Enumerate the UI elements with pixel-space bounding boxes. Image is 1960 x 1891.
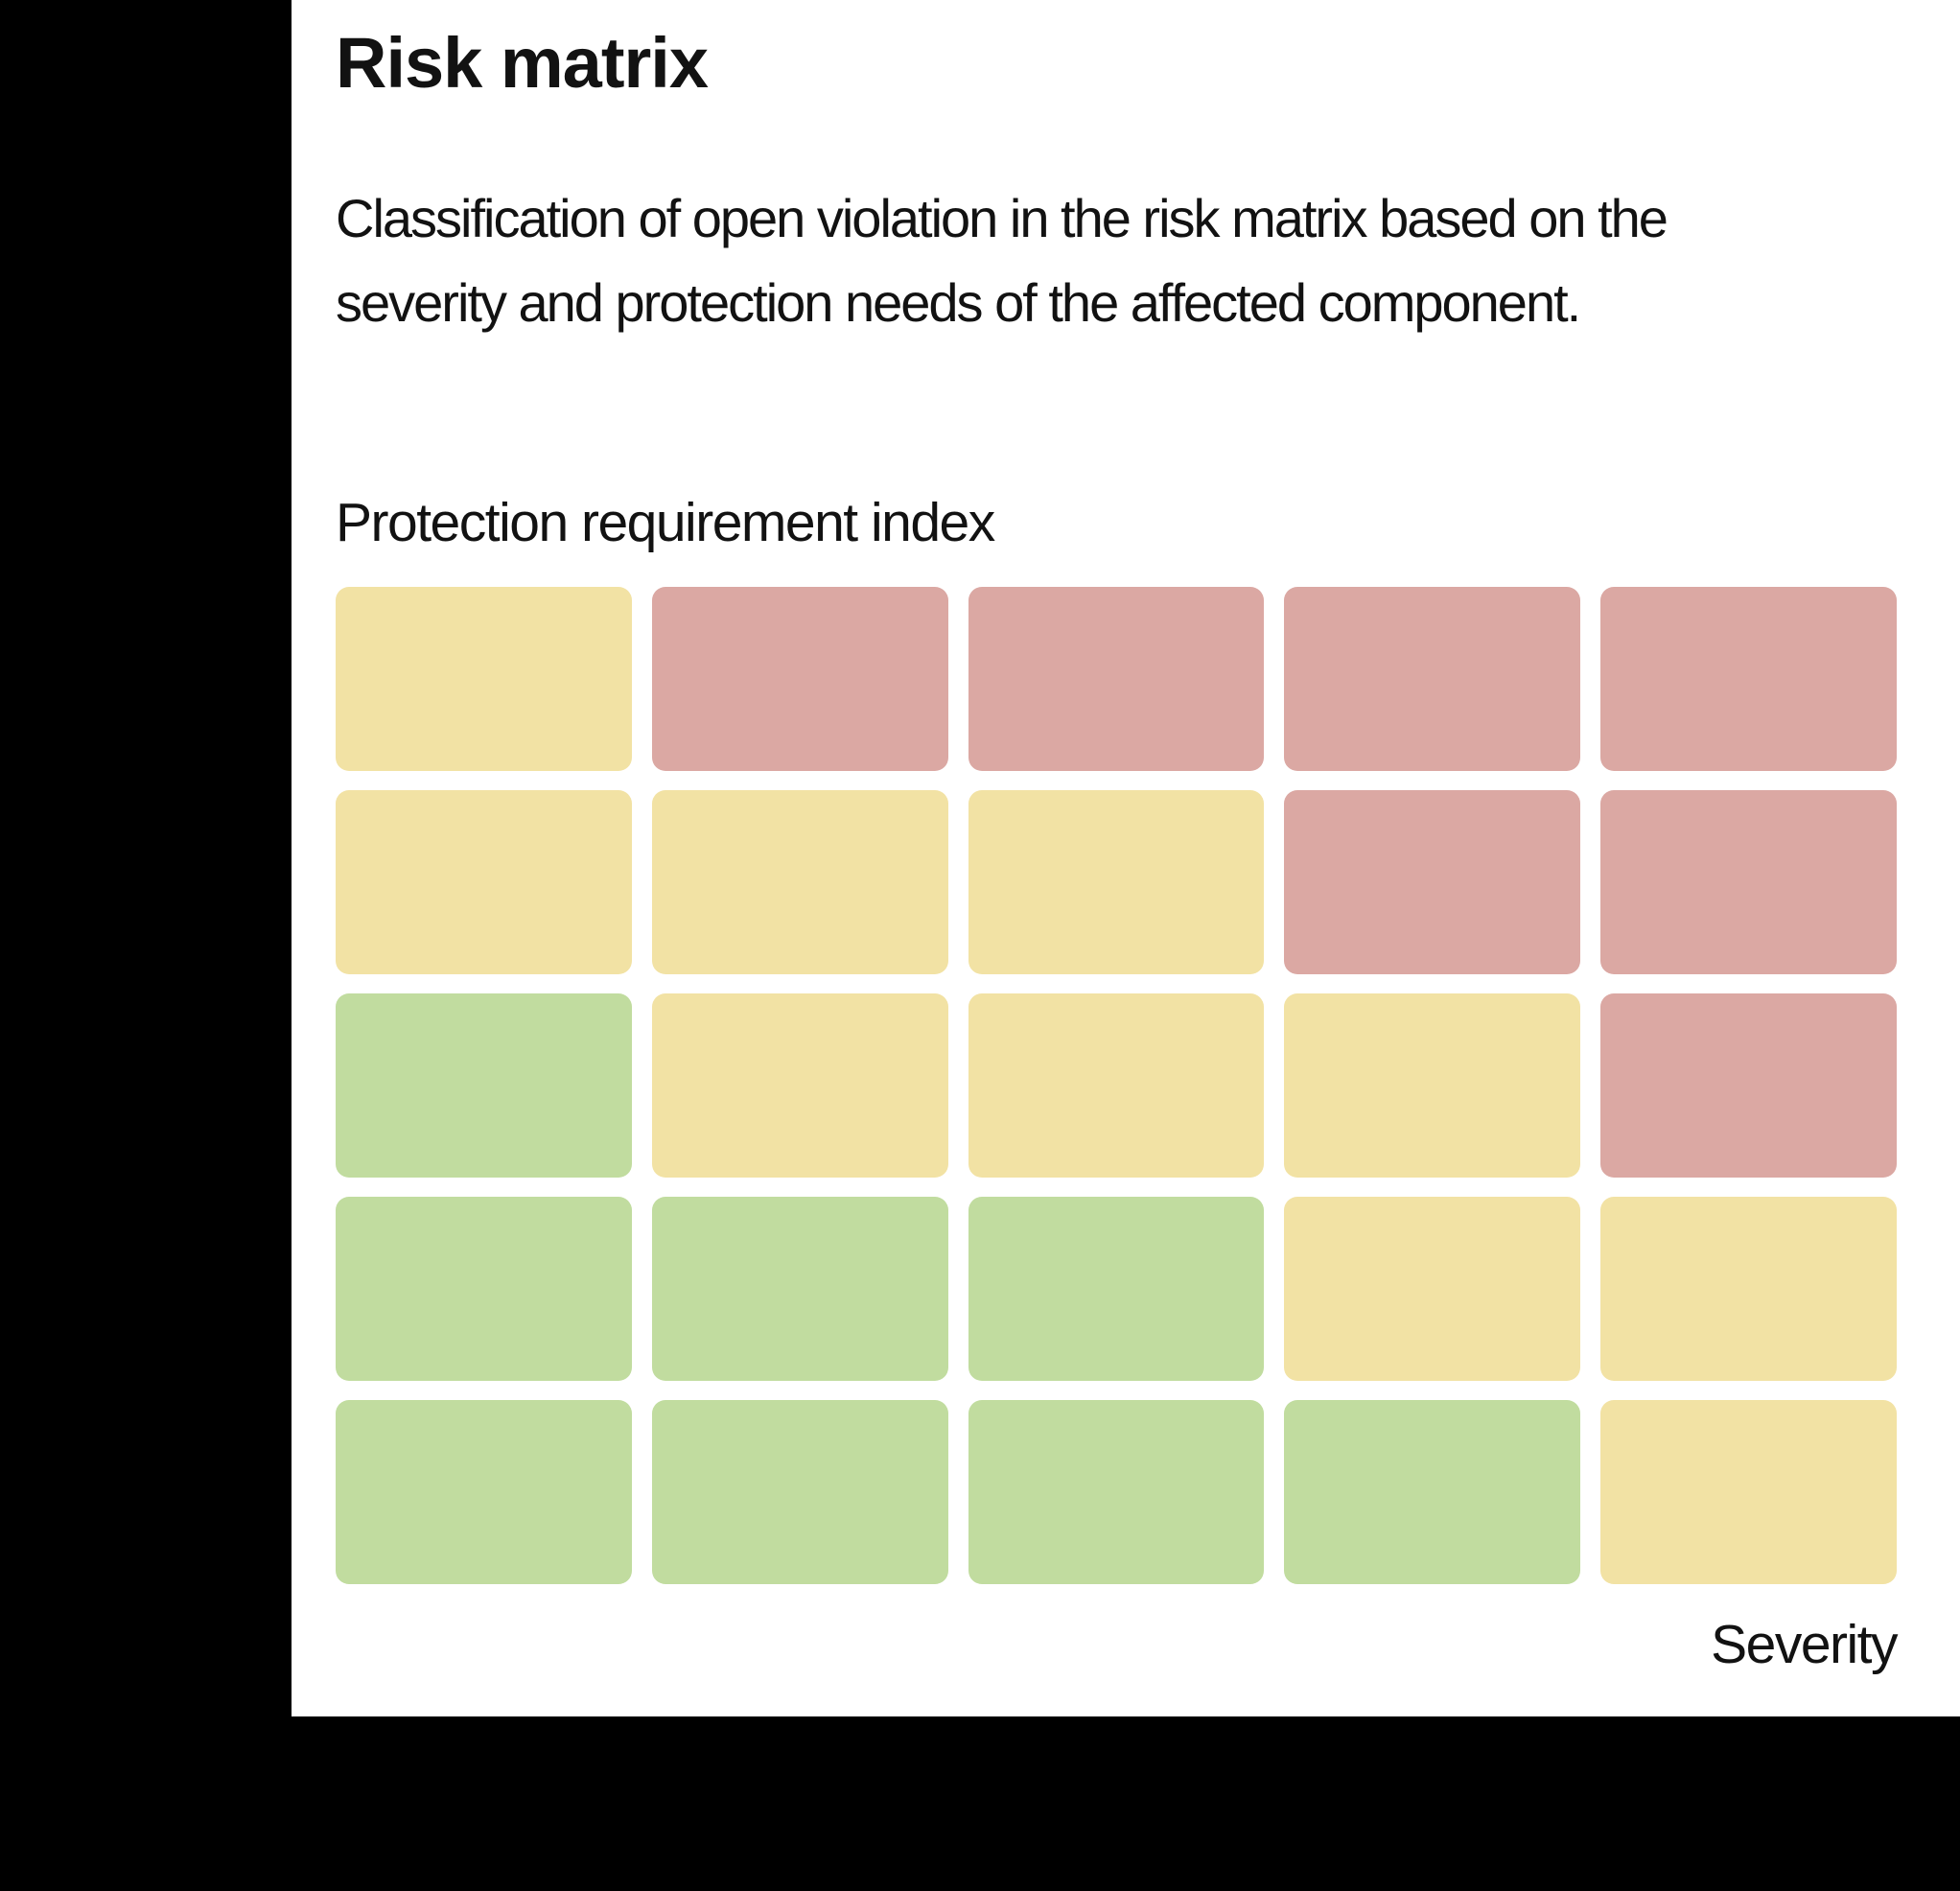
matrix-cell-r2c5-red — [1600, 790, 1897, 974]
matrix-cell-r5c5-yellow — [1600, 1400, 1897, 1584]
matrix-cell-r3c4-yellow — [1284, 993, 1581, 1178]
x-axis-label: Severity — [1711, 1614, 1898, 1675]
matrix-cell-r1c3-red — [968, 587, 1265, 771]
matrix-cell-r3c3-yellow — [968, 993, 1265, 1178]
matrix-cell-r4c4-yellow — [1284, 1197, 1581, 1381]
matrix-cell-r5c2-green — [651, 1400, 948, 1584]
matrix-cell-r5c1-green — [336, 1400, 632, 1584]
page-title: Risk matrix — [336, 23, 709, 103]
matrix-cell-r1c1-yellow — [336, 587, 632, 771]
matrix-cell-r1c5-red — [1600, 587, 1897, 771]
matrix-cell-r2c1-yellow — [336, 790, 632, 974]
matrix-cell-r1c2-red — [651, 587, 948, 771]
risk-matrix-grid — [336, 587, 1897, 1584]
matrix-cell-r4c1-green — [336, 1197, 632, 1381]
matrix-cell-r3c2-yellow — [651, 993, 948, 1178]
risk-matrix-description: Classification of open violation in the … — [336, 188, 1668, 333]
matrix-cell-r5c4-green — [1284, 1400, 1581, 1584]
matrix-cell-r3c5-red — [1600, 993, 1897, 1178]
matrix-cell-r1c4-red — [1284, 587, 1581, 771]
matrix-cell-r5c3-green — [968, 1400, 1265, 1584]
matrix-cell-r2c4-red — [1284, 790, 1581, 974]
y-axis-label: Protection requirement index — [336, 492, 995, 553]
matrix-cell-r2c2-yellow — [651, 790, 948, 974]
matrix-cell-r4c2-green — [651, 1197, 948, 1381]
risk-matrix-panel: Risk matrix Classification of open viola… — [292, 0, 1960, 1716]
matrix-cell-r3c1-green — [336, 993, 632, 1178]
matrix-cell-r4c3-green — [968, 1197, 1265, 1381]
matrix-cell-r2c3-yellow — [968, 790, 1265, 974]
matrix-cell-r4c5-yellow — [1600, 1197, 1897, 1381]
